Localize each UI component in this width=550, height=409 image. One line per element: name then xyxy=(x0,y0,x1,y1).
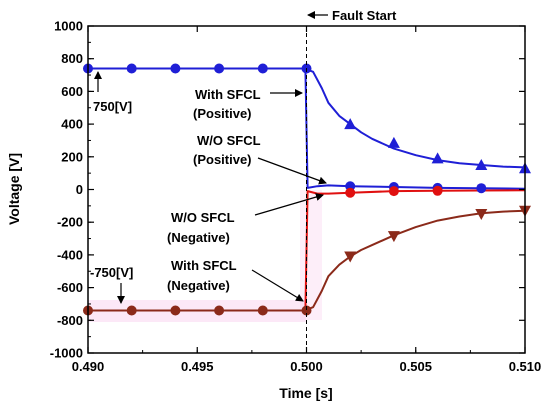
with-neg-arrow xyxy=(251,269,304,302)
v-neg-label: -750[V] xyxy=(90,265,133,280)
marker-with_pos-4 xyxy=(257,63,268,74)
marker-wo_neg-1 xyxy=(388,186,399,197)
marker-with_neg-5 xyxy=(301,305,312,316)
marker-wo_neg-2 xyxy=(432,185,443,196)
x-tick-label-3: 0.505 xyxy=(399,359,432,374)
y-tick-label-2: -600 xyxy=(57,280,83,295)
y-tick-label-6: 200 xyxy=(61,149,83,164)
wo-neg-label-2: (Negative) xyxy=(167,230,230,245)
with-pos-label-2: (Positive) xyxy=(193,106,252,121)
marker-with_pos-2 xyxy=(170,63,181,74)
with-pos-label-1: With SFCL xyxy=(195,87,261,102)
marker-with_neg-4 xyxy=(257,305,268,316)
y-tick-label-0: -1000 xyxy=(50,346,83,361)
series-line-with_neg xyxy=(88,209,526,312)
with-neg-label-1: With SFCL xyxy=(171,258,237,273)
marker-with_neg-7 xyxy=(387,231,400,243)
marker-with_neg-1 xyxy=(126,305,137,316)
marker-with_neg-2 xyxy=(170,305,181,316)
y-tick-label-9: 800 xyxy=(61,51,83,66)
y-tick-label-1: -800 xyxy=(57,313,83,328)
marker-with_pos-7 xyxy=(387,136,400,148)
y-tick-label-8: 600 xyxy=(61,84,83,99)
wo-neg-arrow xyxy=(254,193,324,216)
marker-with_pos-1 xyxy=(126,63,137,74)
y-tick-label-5: 0 xyxy=(76,182,83,197)
wo-neg-label-1: W/O SFCL xyxy=(171,210,235,225)
y-axis-title: Voltage [V] xyxy=(6,153,22,225)
x-tick-label-4: 0.510 xyxy=(509,359,542,374)
wo-pos-label-2: (Positive) xyxy=(193,152,252,167)
v-pos-label: 750[V] xyxy=(93,99,132,114)
y-tick-label-4: -200 xyxy=(57,215,83,230)
with-neg-label-2: (Negative) xyxy=(167,278,230,293)
marker-with_pos-6 xyxy=(344,118,357,130)
annotations: Fault Start 750[V] With SFCL (Positive) … xyxy=(90,8,397,304)
marker-with_neg-6 xyxy=(344,251,357,263)
marker-with_pos-9 xyxy=(475,158,488,170)
y-tick-label-10: 1000 xyxy=(54,19,83,34)
marker-with_pos-8 xyxy=(431,152,444,164)
marker-wo_neg-0 xyxy=(345,187,356,198)
marker-wo_pos-3 xyxy=(476,183,487,194)
x-tick-label-2: 0.500 xyxy=(290,359,323,374)
series-line-wo_pos xyxy=(88,67,526,190)
marker-layer xyxy=(83,63,531,316)
marker-with_neg-3 xyxy=(214,305,225,316)
wo-pos-arrow xyxy=(257,157,327,185)
wo-pos-label-1: W/O SFCL xyxy=(197,133,261,148)
x-tick-label-0: 0.490 xyxy=(72,359,105,374)
y-tick-label-7: 400 xyxy=(61,117,83,132)
x-axis-title: Time [s] xyxy=(279,385,332,401)
marker-with_pos-3 xyxy=(214,63,225,74)
fault-start-label: Fault Start xyxy=(332,8,397,23)
y-tick-label-3: -400 xyxy=(57,247,83,262)
x-tick-label-1: 0.495 xyxy=(181,359,214,374)
axis-layer: 0.490 0.495 0.500 0.505 0.510 -1000 -800 -600 -4… xyxy=(50,19,542,375)
marker-with_neg-8 xyxy=(475,209,488,221)
